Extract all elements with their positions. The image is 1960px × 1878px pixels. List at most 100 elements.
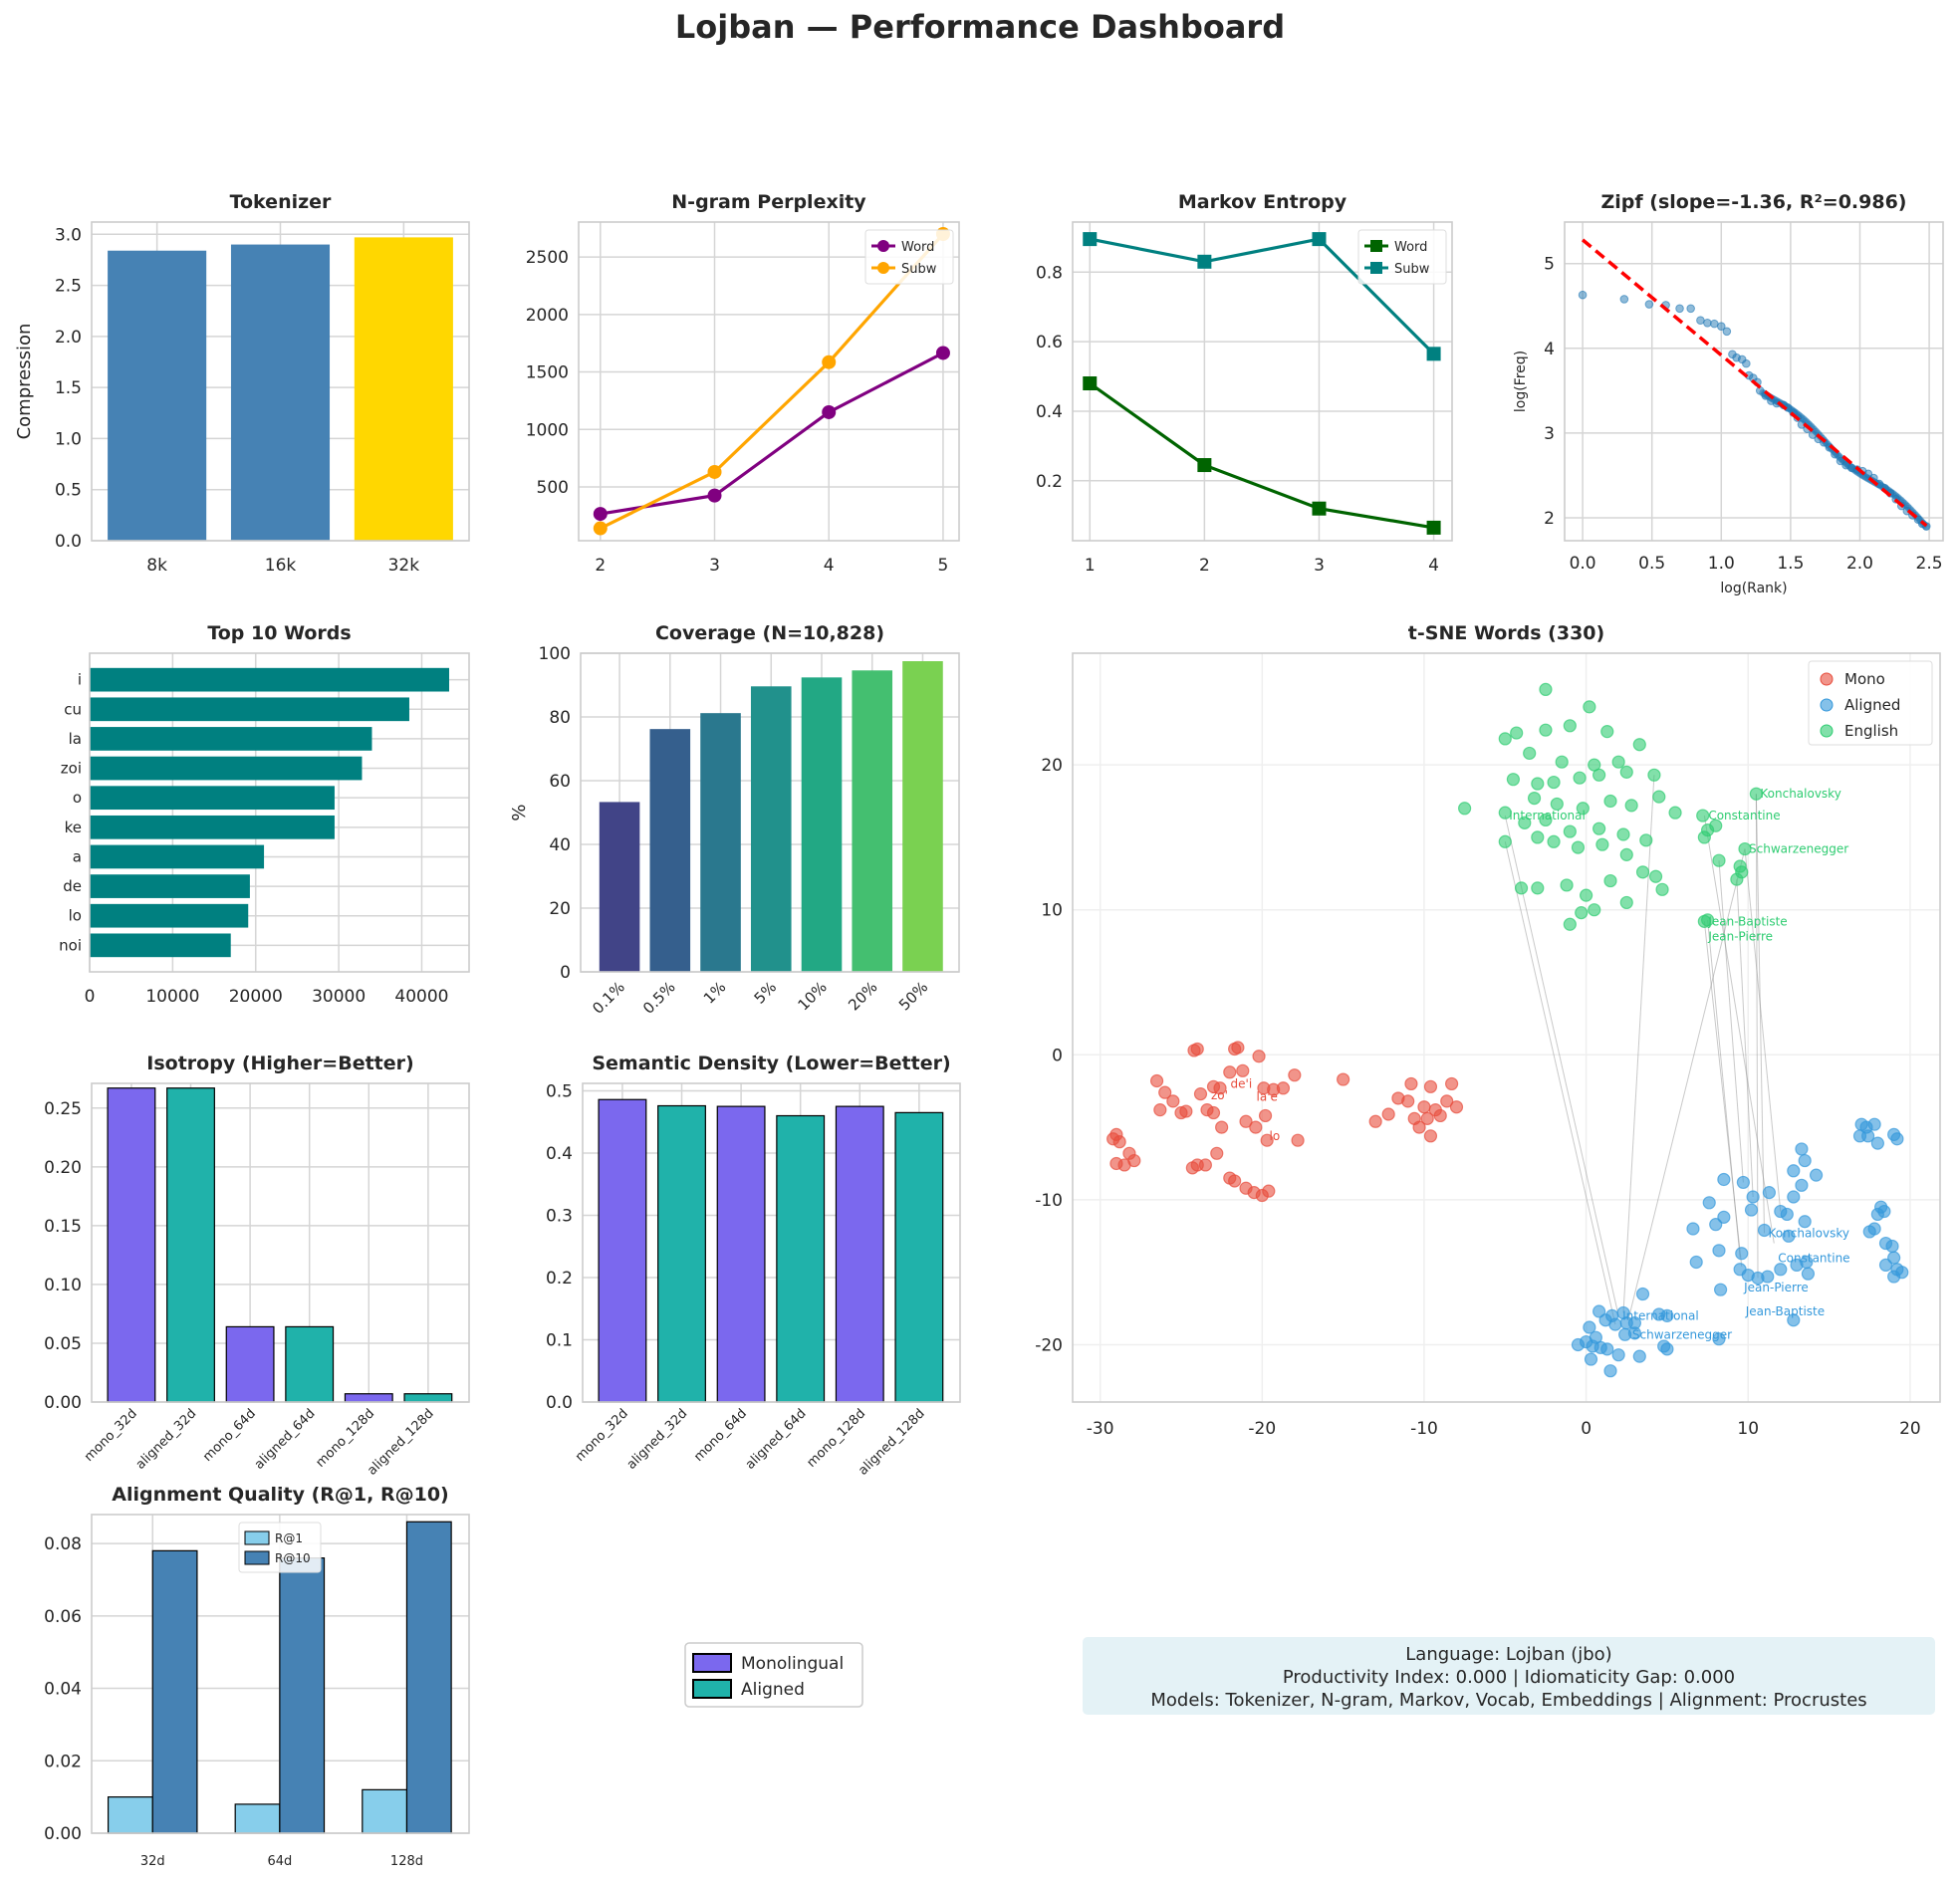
x-tick-label: 32k (388, 556, 420, 576)
data-point-mono (1215, 1120, 1229, 1134)
data-point-english (1595, 837, 1609, 851)
bar (598, 1098, 647, 1403)
legend-marker (877, 262, 889, 274)
series-line-word (600, 352, 944, 516)
bar (90, 756, 363, 781)
panel-coverage: Coverage (N=10,828) 0 20 40 60 80 100 0.1% 0.5% 1… (509, 622, 960, 1018)
data-point-mono (1420, 1111, 1434, 1125)
y-tick-label: 0.00 (44, 1824, 82, 1844)
plot-area (1073, 653, 1940, 1402)
y-axis-label: Compression (14, 324, 35, 440)
data-point-aligned (1592, 1304, 1606, 1318)
series-line-subw (600, 232, 945, 530)
data-point-mono (1440, 1094, 1454, 1108)
legend: R@1 R@10 (238, 1522, 322, 1573)
y-tick-label: 2.5 (55, 277, 82, 297)
data-point-mono (1404, 1076, 1418, 1091)
y-tick-label: 0.4 (546, 1144, 573, 1164)
data-point-english (1619, 765, 1633, 779)
data-point-english (1527, 791, 1542, 806)
y-tick-label: 10 (1041, 901, 1063, 921)
data-point-mono (1149, 1073, 1164, 1088)
panel-zipf: Zipf (slope=-1.36, R²=0.986) 2 3 4 5 0.0 0.5 1.… (1513, 191, 1944, 596)
y-tick-label: 0.0 (546, 1393, 573, 1413)
bar-r10 (405, 1521, 452, 1834)
axes-frame (89, 652, 470, 973)
data-point-english (1563, 719, 1577, 733)
data-point-english (1510, 726, 1524, 740)
data-point-mono (1449, 1100, 1464, 1114)
x-tick-label: 32d (140, 1854, 165, 1869)
panel-isotropy: Isotropy (Higher=Better) 0.00 0.05 0.10 0.15… (44, 1053, 470, 1479)
legend: Word Subw (1357, 229, 1447, 285)
legend-label: Monolingual (741, 1654, 844, 1674)
point-annotation: la'e (1257, 1090, 1278, 1104)
x-tick-label: 10000 (145, 987, 199, 1007)
data-point-aligned (1611, 1348, 1625, 1362)
data-point-aligned (1571, 1337, 1586, 1352)
alignment-link (1703, 921, 1743, 1267)
data-point-mono (1412, 1120, 1426, 1134)
axes-frame (91, 1082, 470, 1403)
x-tick-label: 1 (1085, 556, 1096, 576)
data-point-english (1709, 819, 1723, 832)
data-point (1703, 318, 1712, 328)
x-tick-label: 0 (85, 987, 96, 1007)
data-point-aligned (1782, 1229, 1796, 1243)
y-axis-label: log(Freq) (1513, 351, 1529, 412)
data-point (1619, 295, 1629, 304)
data-point-english (1583, 700, 1596, 714)
y-tick-label: 20 (549, 899, 571, 919)
data-point-english (1635, 865, 1650, 879)
data-point-aligned (1862, 1225, 1876, 1239)
data-point-english (1592, 768, 1606, 782)
data-point-mono (1179, 1104, 1193, 1118)
data-point (707, 488, 722, 503)
x-tick-label: 2.5 (1916, 554, 1943, 574)
x-tick-label: 4 (824, 556, 835, 576)
info-line: Models: Tokenizer, N-gram, Markov, Vocab… (1150, 1690, 1866, 1711)
bar (902, 661, 943, 972)
y-tick-label: 3 (1544, 424, 1555, 444)
data-point-aligned (1736, 1175, 1750, 1190)
data-point-english (1603, 794, 1617, 809)
data-point-english (1616, 827, 1630, 841)
bar (108, 250, 207, 541)
x-tick-label: 10% (795, 978, 831, 1014)
data-point-english (1738, 841, 1752, 856)
y-tick-label: lo (69, 907, 82, 925)
data-point-english (1655, 882, 1669, 896)
data-point-mono (1166, 1094, 1180, 1108)
data-point-mono (1239, 1114, 1253, 1128)
y-tick-label: 0.00 (44, 1393, 82, 1413)
data-point-aligned (1717, 1172, 1731, 1187)
panel-title: t-SNE Words (330) (1408, 622, 1604, 644)
data-point (1312, 501, 1327, 516)
bar (90, 844, 265, 869)
x-tick-label: 10 (1737, 1419, 1759, 1439)
legend-label: R@10 (275, 1551, 311, 1565)
data-point-english (1563, 824, 1577, 838)
data-point-english (1648, 869, 1663, 883)
data-point-aligned (1709, 1218, 1723, 1232)
point-annotation: Konchalovsky (1769, 1226, 1849, 1240)
data-point-english (1563, 917, 1577, 931)
bar (90, 874, 250, 898)
bar (90, 667, 449, 692)
x-tick-label: 40000 (394, 987, 448, 1007)
y-tick-label: de (63, 877, 82, 895)
data-point-english (1498, 806, 1512, 820)
data-point (1686, 304, 1695, 314)
y-tick-label: 20 (1041, 756, 1063, 776)
data-point (1578, 290, 1588, 300)
data-point-aligned (1798, 1215, 1812, 1229)
data-point-english (1458, 802, 1472, 816)
alignment-link (1504, 841, 1616, 1325)
data-point-english (1498, 834, 1512, 848)
panel-tokenizer: Tokenizer 0.0 0.5 1.0 1.5 2.0 2.5 3.0 8k 16k 32k Co… (14, 191, 470, 576)
y-tick-label: 0.1 (546, 1331, 573, 1351)
y-tick-label: -10 (1035, 1191, 1063, 1211)
data-point-english (1531, 777, 1545, 791)
data-point-english (1576, 802, 1590, 816)
bar (776, 1114, 826, 1403)
